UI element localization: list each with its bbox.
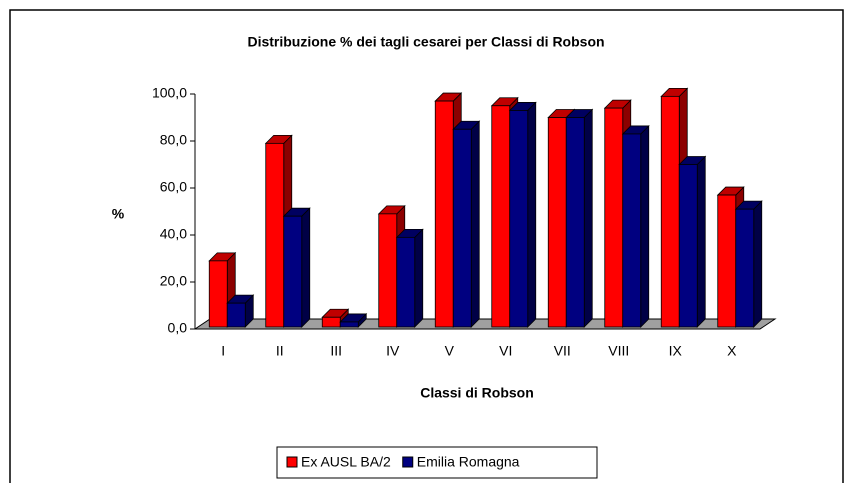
bar-face [491, 105, 511, 328]
y-axis-label: % [112, 206, 125, 222]
bar [282, 207, 311, 328]
x-tick-label: I [221, 343, 225, 359]
chart-title: Distribuzione % dei tagli cesarei per Cl… [247, 34, 604, 50]
bar-face [753, 200, 763, 328]
y-tick-label: 60,0 [160, 179, 187, 195]
bar [565, 108, 594, 328]
bar-face [527, 101, 537, 328]
legend [276, 446, 598, 479]
x-tick-label: X [727, 343, 737, 359]
bar-face [678, 164, 698, 328]
bar [395, 228, 424, 328]
y-tick-label: 20,0 [160, 273, 187, 289]
bar-face [547, 117, 567, 328]
bar-face [452, 128, 472, 328]
bar-face [717, 194, 737, 328]
y-tick-label: 100,0 [152, 85, 187, 101]
bar-face [735, 208, 755, 328]
bar-face [283, 215, 303, 328]
bar-face [565, 117, 585, 328]
bar-face [604, 107, 624, 328]
legend-swatch [286, 456, 298, 468]
bar-face [583, 108, 593, 328]
y-tick-label: 80,0 [160, 132, 187, 148]
bar-face [396, 236, 416, 328]
bar-face [378, 213, 398, 328]
bar [621, 124, 650, 328]
legend-swatch [402, 456, 414, 468]
bar [208, 251, 237, 328]
x-axis-label: Classi di Robson [420, 385, 534, 401]
bar-face [660, 95, 680, 328]
bar [226, 294, 255, 328]
x-tick-label: III [330, 343, 342, 359]
x-tick-label: VI [499, 343, 512, 359]
bar-face [696, 155, 706, 328]
bar-face [226, 302, 246, 328]
bar [734, 200, 763, 328]
x-tick-label: VII [554, 343, 571, 359]
bar-face [509, 110, 529, 328]
x-tick-label: IV [386, 343, 400, 359]
y-tick-label: 40,0 [160, 226, 187, 242]
y-tick-label: 0,0 [168, 320, 188, 336]
bar-face [434, 100, 454, 328]
bar [339, 312, 368, 328]
bar-face [265, 142, 285, 328]
bar [452, 120, 481, 328]
bar-face [339, 321, 359, 328]
x-tick-label: II [276, 343, 284, 359]
legend-label: Ex AUSL BA/2 [301, 454, 391, 470]
x-tick-label: IX [669, 343, 683, 359]
bar-face [301, 207, 311, 328]
x-tick-label: V [445, 343, 455, 359]
bar [678, 155, 707, 328]
bar-face [470, 120, 480, 328]
bar-face [414, 228, 424, 328]
bar-face [622, 133, 642, 328]
bar-face [321, 316, 341, 328]
x-tick-label: VIII [608, 343, 629, 359]
bar-face [208, 260, 228, 328]
legend-label: Emilia Romagna [417, 454, 520, 470]
bar-face [640, 124, 650, 328]
bar [508, 101, 537, 328]
